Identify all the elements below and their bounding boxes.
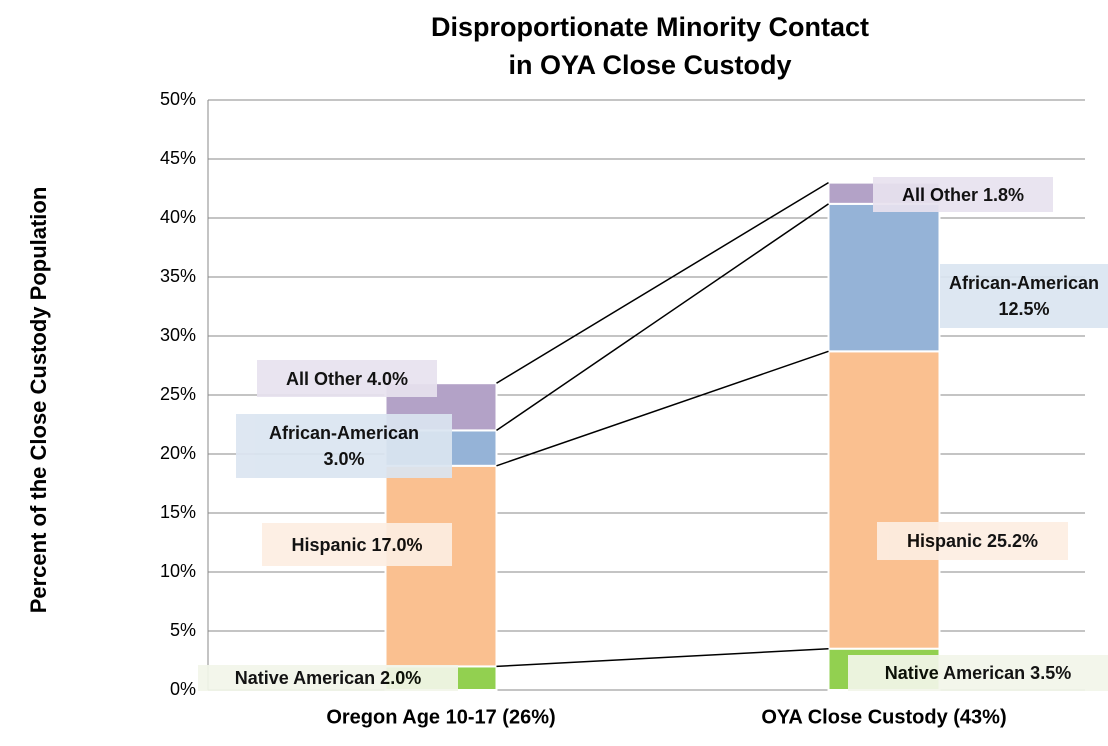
y-tick-label: 5%	[170, 620, 196, 640]
connector	[496, 203, 829, 432]
y-tick-label: 45%	[160, 148, 196, 168]
y-tick-label: 25%	[160, 384, 196, 404]
y-tick-label: 35%	[160, 266, 196, 286]
y-tick-label: 20%	[160, 443, 196, 463]
connector	[496, 647, 829, 668]
y-axis-label: Percent of the Close Custody Population	[26, 187, 51, 614]
bar-segment	[827, 350, 941, 650]
chart-title: Disproportionate Minority Contact in OYA…	[431, 12, 869, 80]
data-label: African-American 12.5%	[940, 264, 1108, 328]
y-tick-label: 40%	[160, 207, 196, 227]
y-tick-label: 10%	[160, 561, 196, 581]
y-tick-label: 30%	[160, 325, 196, 345]
data-label: African-American 3.0%	[236, 414, 452, 478]
y-tick-label: 0%	[170, 679, 196, 699]
data-label: Native American 2.0%	[198, 665, 458, 691]
y-tick-label: 50%	[160, 89, 196, 109]
bar-segment	[827, 202, 941, 353]
y-tick-label: 15%	[160, 502, 196, 522]
x-tick-label: OYA Close Custody (43%)	[761, 706, 1006, 728]
bar-segment	[384, 464, 498, 668]
data-label: All Other 1.8%	[873, 177, 1053, 212]
data-label: Native American 3.5%	[848, 655, 1108, 691]
connector	[496, 181, 829, 384]
data-label: Hispanic 25.2%	[877, 522, 1068, 560]
data-label: Hispanic 17.0%	[262, 523, 452, 566]
data-label: All Other 4.0%	[257, 360, 437, 397]
x-tick-label: Oregon Age 10-17 (26%)	[326, 706, 555, 728]
connector	[496, 350, 829, 467]
